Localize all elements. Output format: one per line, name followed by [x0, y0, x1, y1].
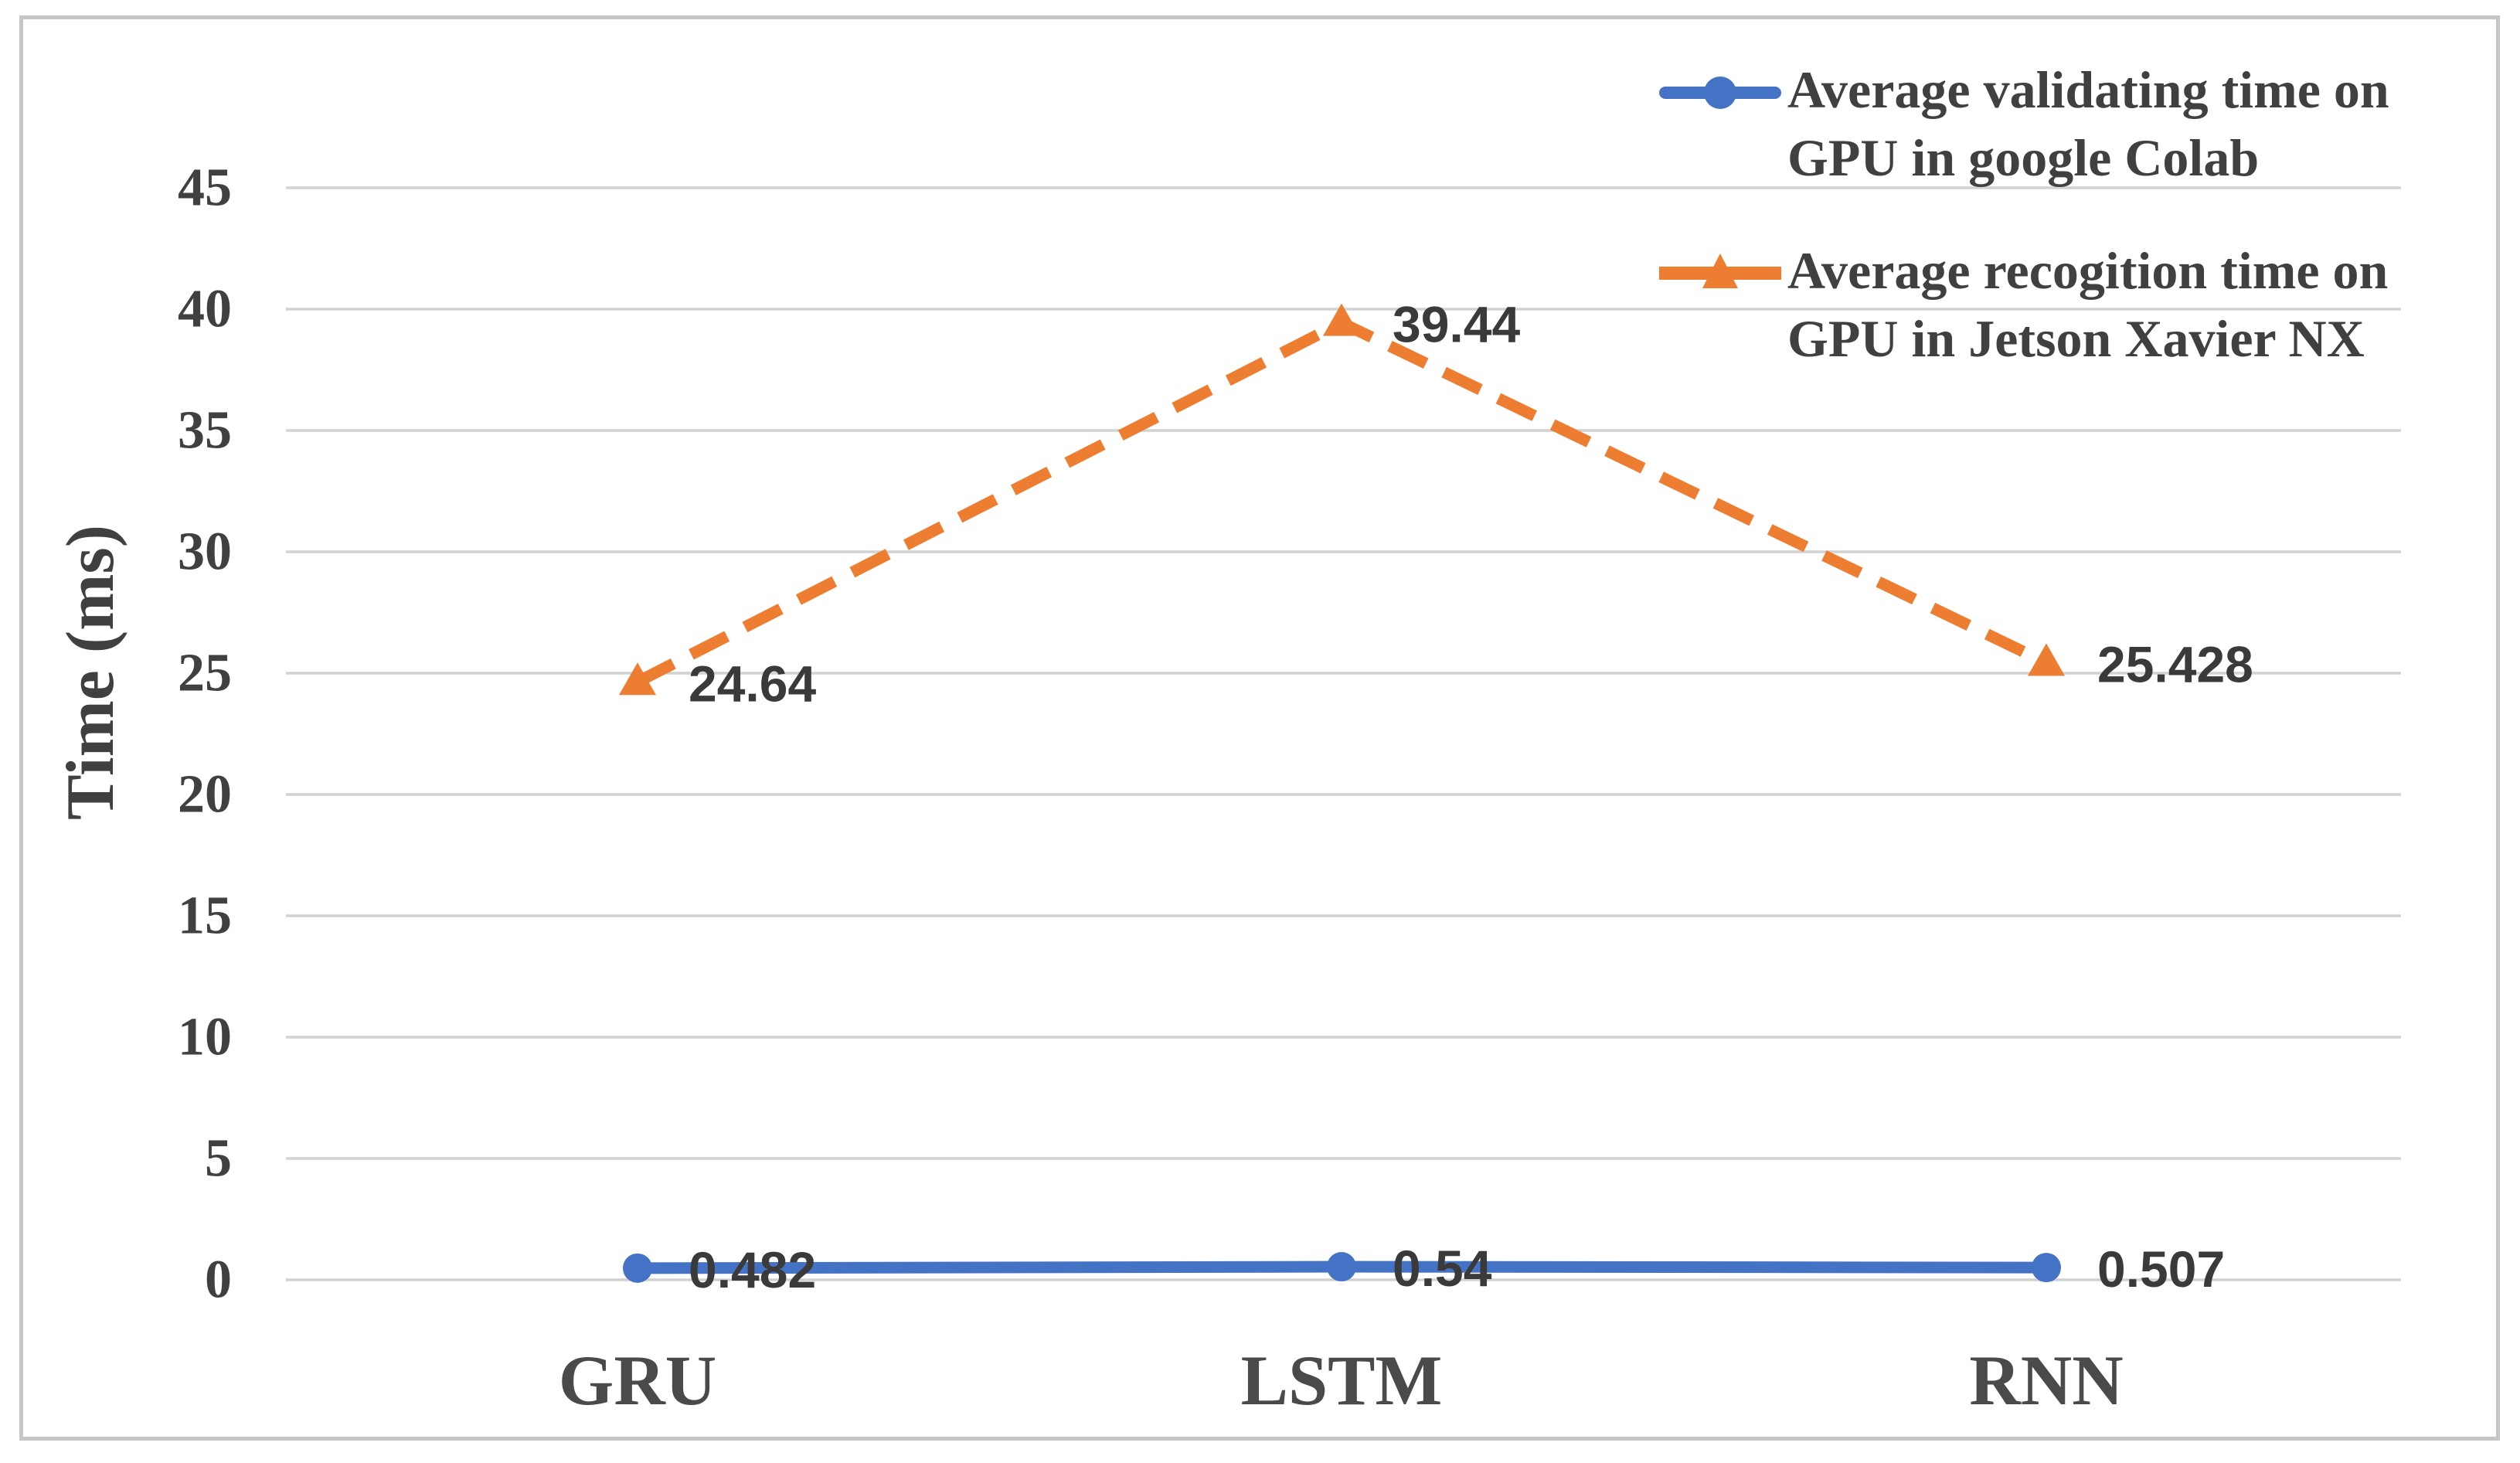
data-label: 39.44 — [1393, 296, 1520, 353]
y-tick-label: 20 — [178, 765, 232, 825]
y-tick-label: 35 — [178, 401, 232, 461]
y-tick-label: 40 — [178, 280, 232, 339]
circle-marker-icon — [2032, 1253, 2061, 1283]
circle-marker-icon — [623, 1253, 652, 1283]
y-tick-label: 0 — [205, 1250, 232, 1310]
x-category-label: GRU — [559, 1341, 716, 1420]
x-category-label: LSTM — [1241, 1341, 1443, 1420]
triangle-marker-icon — [619, 662, 656, 696]
triangle-marker-icon — [2028, 643, 2065, 676]
data-label: 24.64 — [689, 655, 816, 712]
y-tick-label: 25 — [178, 644, 232, 703]
triangle-marker-icon — [1323, 303, 1360, 336]
y-tick-label: 10 — [178, 1008, 232, 1067]
data-label: 0.507 — [2097, 1240, 2225, 1298]
chart-frame — [19, 15, 2500, 1441]
y-tick-label: 30 — [178, 522, 232, 582]
y-tick-label: 5 — [205, 1129, 232, 1189]
data-label: 0.482 — [689, 1241, 816, 1298]
y-tick-label: 45 — [178, 158, 232, 218]
y-tick-label: 15 — [178, 886, 232, 946]
circle-marker-icon — [1327, 1252, 1356, 1282]
series-line-triangle — [634, 317, 2049, 687]
y-axis-title: Time (ms) — [53, 524, 128, 821]
data-label: 25.428 — [2097, 636, 2253, 693]
x-category-label: RNN — [1969, 1341, 2123, 1420]
data-label: 0.54 — [1393, 1240, 1492, 1297]
